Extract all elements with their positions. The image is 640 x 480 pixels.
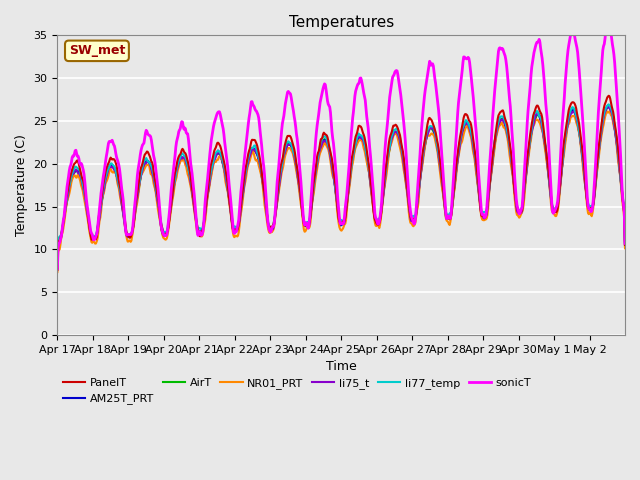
NR01_PRT (120, 217, 128, 223)
AM25T_PRT (225, 190, 232, 196)
sonicT (274, 172, 282, 178)
PanelT (253, 141, 260, 146)
li75_t (604, 103, 612, 108)
Legend: PanelT, AM25T_PRT, AirT, NR01_PRT, li75_t, li77_temp, sonicT: PanelT, AM25T_PRT, AirT, NR01_PRT, li75_… (63, 378, 531, 404)
AM25T_PRT (54, 266, 61, 272)
PanelT (54, 267, 61, 273)
AM25T_PRT (621, 243, 629, 249)
li77_temp (225, 189, 232, 194)
AM25T_PRT (253, 151, 260, 156)
li75_t (54, 263, 61, 269)
sonicT (253, 108, 260, 114)
li75_t (274, 192, 282, 197)
NR01_PRT (605, 108, 613, 114)
NR01_PRT (400, 167, 408, 173)
NR01_PRT (432, 140, 440, 145)
AirT (400, 160, 408, 166)
AirT (54, 266, 61, 272)
AirT (274, 190, 282, 195)
sonicT (54, 266, 61, 272)
PanelT (621, 242, 629, 248)
li77_temp (54, 264, 61, 269)
sonicT (621, 240, 629, 246)
NR01_PRT (253, 157, 260, 163)
Line: NR01_PRT: NR01_PRT (58, 111, 625, 272)
li77_temp (120, 213, 128, 218)
Title: Temperatures: Temperatures (289, 15, 394, 30)
AM25T_PRT (400, 159, 408, 165)
sonicT (120, 207, 128, 213)
PanelT (274, 186, 282, 192)
li77_temp (274, 188, 282, 194)
Line: PanelT: PanelT (58, 96, 625, 270)
sonicT (225, 172, 232, 178)
PanelT (605, 93, 612, 99)
Line: li75_t: li75_t (58, 106, 625, 266)
sonicT (400, 120, 408, 125)
NR01_PRT (54, 269, 61, 275)
AM25T_PRT (120, 215, 128, 220)
AirT (604, 103, 612, 109)
AM25T_PRT (432, 135, 440, 141)
PanelT (432, 129, 440, 135)
li75_t (225, 191, 232, 197)
Line: li77_temp: li77_temp (58, 104, 625, 266)
Line: AirT: AirT (58, 106, 625, 269)
li75_t (400, 162, 408, 168)
AM25T_PRT (604, 104, 612, 110)
PanelT (225, 188, 232, 194)
AM25T_PRT (274, 192, 282, 197)
li75_t (120, 216, 128, 222)
li75_t (621, 241, 629, 247)
Y-axis label: Temperature (C): Temperature (C) (15, 134, 28, 236)
Line: sonicT: sonicT (58, 21, 625, 269)
li77_temp (605, 101, 612, 107)
li77_temp (432, 132, 440, 138)
Text: SW_met: SW_met (68, 44, 125, 57)
li75_t (432, 133, 440, 139)
li77_temp (253, 147, 260, 153)
AirT (621, 241, 629, 247)
NR01_PRT (621, 245, 629, 251)
PanelT (400, 155, 408, 161)
sonicT (604, 18, 612, 24)
li75_t (253, 149, 260, 155)
NR01_PRT (274, 195, 282, 201)
li77_temp (400, 157, 408, 163)
AirT (253, 149, 260, 155)
AirT (432, 135, 440, 141)
X-axis label: Time: Time (326, 360, 356, 373)
AirT (120, 214, 128, 220)
Line: AM25T_PRT: AM25T_PRT (58, 107, 625, 269)
sonicT (432, 80, 440, 86)
li77_temp (621, 241, 629, 247)
AirT (225, 191, 232, 197)
NR01_PRT (225, 193, 232, 199)
PanelT (120, 211, 128, 216)
